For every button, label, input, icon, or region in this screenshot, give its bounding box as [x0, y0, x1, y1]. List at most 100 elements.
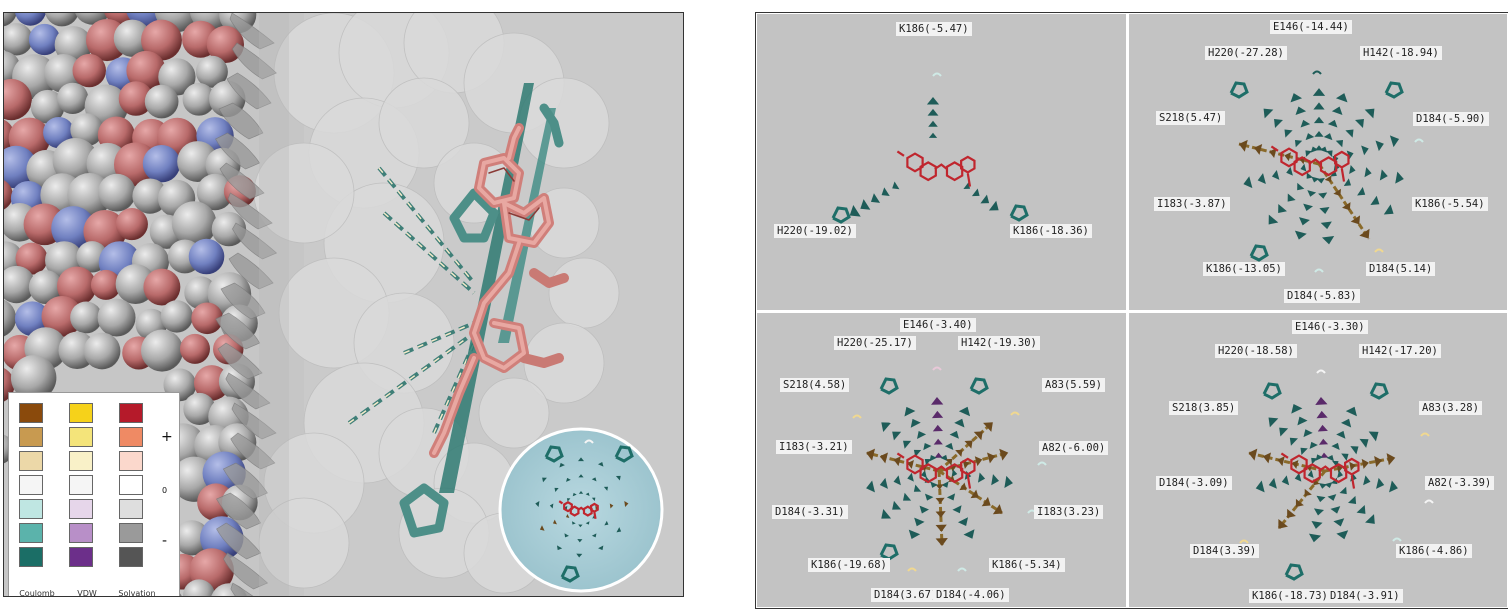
interaction-arrow [962, 460, 970, 469]
interaction-arrow [1327, 494, 1337, 501]
interaction-arrow [566, 498, 571, 502]
ligand-bond [1340, 168, 1346, 182]
interaction-arrow [928, 132, 938, 138]
interaction-arrow [924, 459, 932, 466]
ligand-ring [1303, 463, 1321, 484]
interaction-arrow [1336, 464, 1343, 473]
interaction-arrow [959, 482, 967, 491]
ligand-bond [896, 150, 905, 157]
interaction-arrow [1331, 106, 1343, 115]
interaction-arrow [591, 497, 596, 502]
interaction-arrow [1287, 508, 1296, 518]
interaction-arrow [992, 504, 1003, 515]
residue-label: K186(-19.68) [808, 558, 890, 572]
interaction-arrow [987, 452, 996, 464]
ligand-bond [1308, 158, 1322, 165]
interaction-arrow [1326, 454, 1334, 462]
interaction-arrow [615, 475, 621, 481]
interaction-arrow [1331, 442, 1340, 451]
interaction-arrow [616, 527, 622, 533]
interaction-arrow [1278, 204, 1287, 214]
interaction-arrow [1289, 437, 1298, 446]
interaction-arrow [578, 457, 584, 462]
interaction-arrow [866, 480, 875, 493]
legend-swatch-solvation [119, 427, 143, 447]
ligand-ring [563, 501, 573, 513]
interaction-arrow [977, 472, 986, 483]
interaction-arrow [1361, 458, 1369, 469]
residue-mark [1392, 537, 1402, 542]
residue-label: D184(-5.83) [1284, 289, 1360, 303]
interaction-arrow [542, 477, 547, 483]
interaction-arrow [1284, 129, 1293, 138]
interaction-arrow [963, 529, 975, 539]
legend-sign-zero: 0 [162, 486, 168, 495]
quadrant-top-right: E146(-14.44) H220(-27.28) H142(-18.94) S… [1129, 14, 1507, 310]
legend-swatch-solvation [119, 523, 143, 543]
interaction-arrow [1348, 495, 1357, 504]
interaction-arrow [1291, 460, 1299, 469]
interaction-arrow [1305, 133, 1315, 141]
interaction-arrow [879, 452, 888, 464]
interaction-arrow [931, 410, 944, 419]
interaction-arrow [624, 501, 629, 507]
quadrant-arrows [831, 72, 1029, 224]
ligand-bond [577, 506, 585, 511]
residue-label: K186(-5.54) [1412, 197, 1488, 211]
ligand-bond [934, 163, 948, 170]
residue-label: K186(-5.34) [989, 558, 1065, 572]
interaction-arrow [1305, 150, 1312, 157]
residue-label: H220(-25.17) [834, 336, 916, 350]
legend-swatch-solvation [119, 475, 143, 495]
legend-swatch-vdw [69, 475, 93, 495]
residue-icon [544, 445, 564, 463]
interaction-arrow [1357, 187, 1366, 196]
interaction-arrow [1324, 482, 1333, 489]
residue-icon [1249, 244, 1269, 262]
quadrant-bottom-right: E146(-3.30) H220(-18.58) H142(-17.20) S2… [1129, 313, 1507, 607]
interaction-arrow [935, 484, 944, 490]
interaction-arrow [566, 477, 571, 482]
interaction-arrow [1299, 217, 1310, 226]
residue-label: E146(-14.44) [1270, 20, 1352, 34]
interaction-arrow [881, 508, 892, 519]
residue-icon [1384, 81, 1404, 99]
ligand-ring [945, 161, 964, 182]
ligand-bond [1270, 145, 1279, 152]
interaction-arrow [1389, 135, 1400, 148]
residue-label: D184(3.67) [871, 588, 941, 602]
interaction-arrow [559, 462, 565, 468]
interaction-arrow [1356, 504, 1366, 514]
ligand-ring [1280, 147, 1298, 168]
interaction-arrow [1336, 530, 1349, 540]
residue-mark [1010, 411, 1020, 416]
interaction-arrow [1313, 116, 1325, 124]
interaction-arrow [1320, 452, 1329, 458]
interaction-arrow [1370, 195, 1380, 206]
interaction-arrow [604, 520, 609, 526]
interaction-arrow [914, 517, 925, 527]
residue-label: D184(-3.31) [772, 505, 848, 519]
residue-label: A83(5.59) [1042, 378, 1105, 392]
residue-label: E146(-3.40) [900, 318, 976, 332]
interaction-diagram-grid: K186(-5.47) H220(-19.02) K186(-18.36) E1… [755, 12, 1508, 609]
interaction-arrow [1341, 453, 1349, 461]
residue-label: H142(-17.20) [1359, 344, 1441, 358]
interaction-arrow [954, 418, 965, 428]
interaction-arrow [1313, 102, 1325, 110]
interaction-arrow [597, 462, 604, 467]
interaction-arrow [1361, 145, 1369, 156]
interaction-arrow [1311, 176, 1320, 183]
residue-label: A83(3.28) [1419, 401, 1482, 415]
ligand-ring [1334, 150, 1350, 169]
interaction-arrow [1271, 169, 1280, 180]
interaction-arrow [1359, 438, 1369, 448]
interaction-arrow [946, 493, 956, 501]
residue-icon [831, 206, 851, 224]
interaction-arrow [980, 194, 990, 204]
residue-icon [1284, 563, 1304, 581]
legend-swatch-solvation [119, 403, 143, 423]
interaction-arrow [952, 505, 962, 514]
interaction-arrow [949, 430, 959, 439]
interaction-arrow [1349, 461, 1356, 471]
